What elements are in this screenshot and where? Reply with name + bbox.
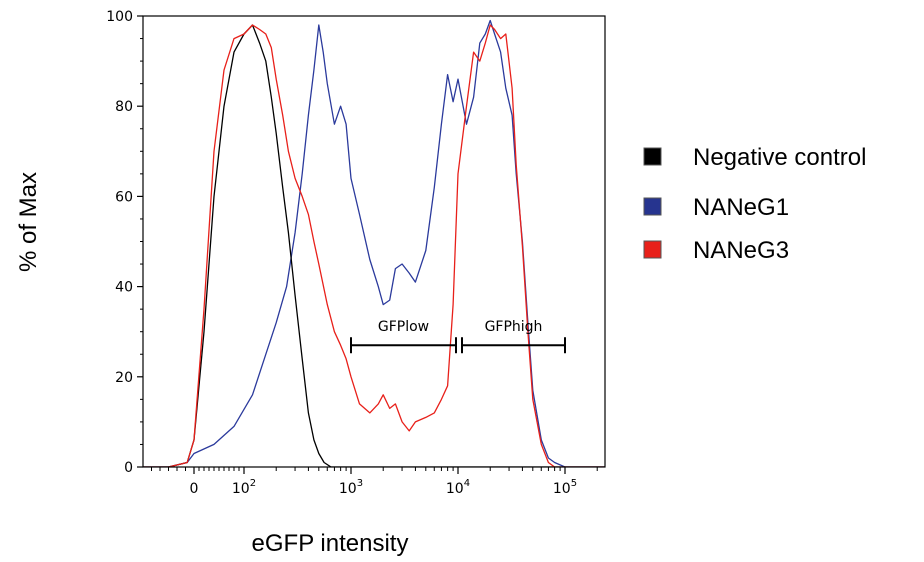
- x-tick-label: 104: [446, 478, 470, 497]
- gate-gfphigh: GFPhigh: [461, 319, 566, 354]
- legend-swatch: [643, 147, 662, 166]
- legend-label: NANeG3: [693, 237, 789, 264]
- legend-swatch: [643, 197, 662, 216]
- x-tick-label: 103: [339, 478, 363, 497]
- y-tick-label: 60: [115, 189, 133, 205]
- y-tick-label: 80: [115, 99, 133, 115]
- series-line-naneg1: [143, 19, 605, 467]
- y-tick-label: 100: [106, 9, 133, 25]
- legend-label: Negative control: [693, 144, 866, 171]
- series-curves: [143, 19, 605, 467]
- x-tick-label: 102: [232, 478, 256, 497]
- plot-frame: [142, 15, 606, 468]
- gate-label: GFPlow: [378, 319, 429, 335]
- legend-swatch: [643, 240, 662, 259]
- y-tick-label: 0: [124, 460, 133, 476]
- series-line-negative-control: [143, 24, 605, 467]
- legend-label: NANeG1: [693, 194, 789, 221]
- gate-annotations: GFPlow GFPhigh: [350, 319, 566, 354]
- legend-item: Negative control: [643, 144, 866, 171]
- x-tick-label: 105: [553, 478, 577, 497]
- x-tick-label: 0: [190, 481, 199, 497]
- series-line-naneg3: [143, 24, 605, 467]
- legend-item: NANeG3: [643, 237, 789, 264]
- legend: Negative control NANeG1 NANeG3: [643, 144, 866, 264]
- gate-gfplow: GFPlow: [350, 319, 457, 354]
- y-axis-title: % of Max: [15, 172, 42, 272]
- gate-label: GFPhigh: [485, 319, 543, 335]
- y-tick-label: 40: [115, 280, 133, 296]
- x-axis-title: eGFP intensity: [252, 530, 409, 557]
- y-tick-label: 20: [115, 370, 133, 386]
- legend-item: NANeG1: [643, 194, 789, 221]
